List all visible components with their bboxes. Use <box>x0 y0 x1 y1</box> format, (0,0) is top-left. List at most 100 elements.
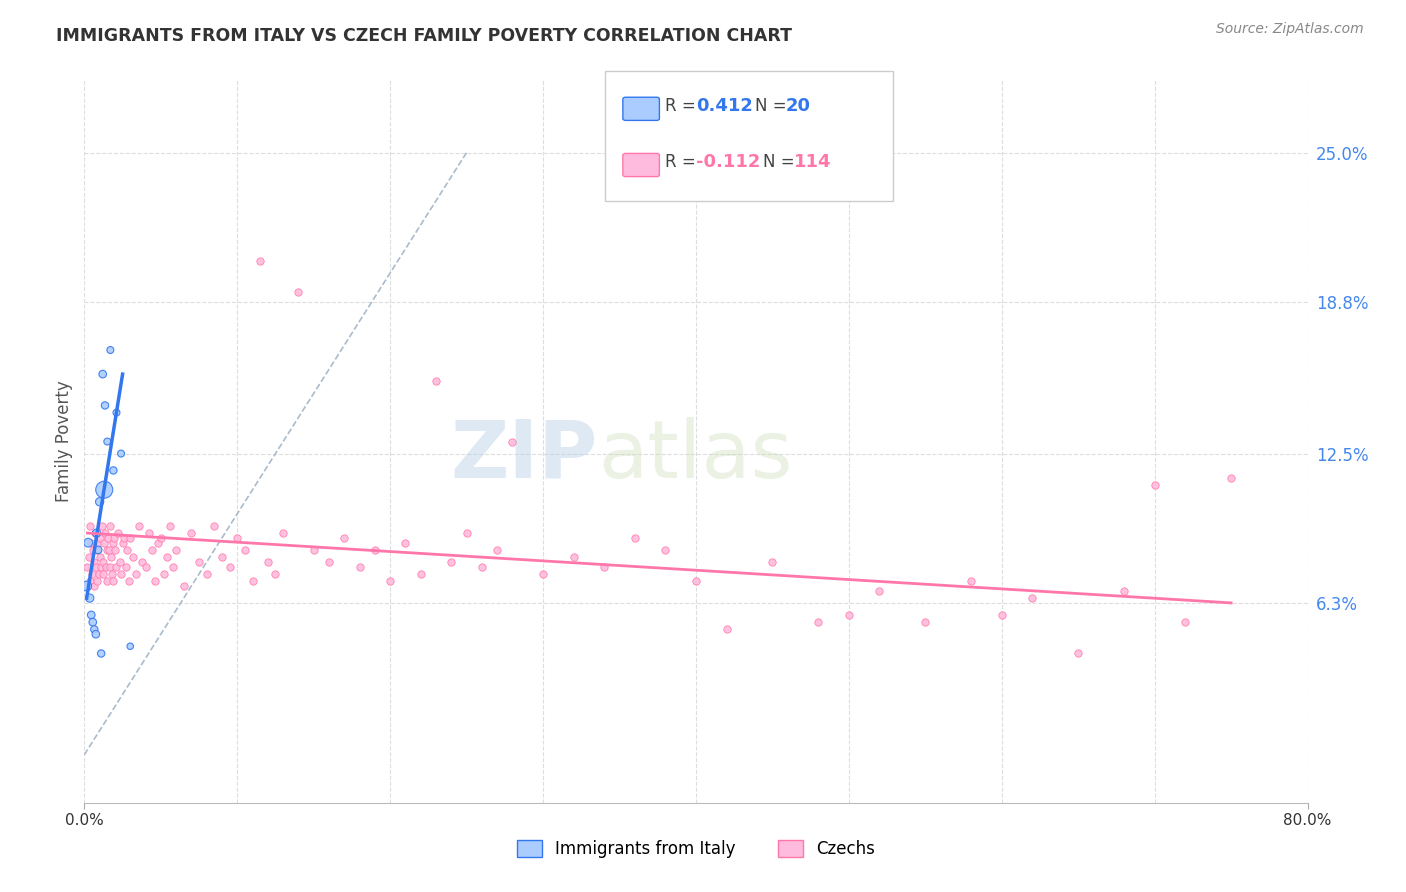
Point <box>115 542 138 557</box>
Point <box>188 555 211 569</box>
Point <box>94 559 117 574</box>
Point <box>87 567 110 582</box>
Point <box>82 542 104 557</box>
Point <box>364 542 387 557</box>
Point <box>685 574 707 589</box>
Point <box>531 567 554 582</box>
Point <box>211 550 233 565</box>
Point <box>173 579 195 593</box>
Point <box>93 567 115 582</box>
Point <box>94 398 117 412</box>
Point <box>101 567 124 582</box>
Point <box>103 574 125 589</box>
Point <box>79 591 101 606</box>
Point <box>156 550 179 565</box>
Point <box>131 555 153 569</box>
Point <box>104 542 127 557</box>
Point <box>141 542 163 557</box>
Point <box>960 574 983 589</box>
Point <box>83 555 105 569</box>
Point <box>77 550 100 565</box>
Y-axis label: Family Poverty: Family Poverty <box>55 381 73 502</box>
Point <box>84 627 107 641</box>
Point <box>1143 478 1166 492</box>
Point <box>165 542 187 557</box>
Point <box>471 559 494 574</box>
Point <box>111 535 134 549</box>
Point <box>107 526 129 541</box>
Point <box>991 607 1014 622</box>
Point <box>98 559 121 574</box>
Legend: Immigrants from Italy, Czechs: Immigrants from Italy, Czechs <box>509 832 883 867</box>
Point <box>114 559 136 574</box>
Point <box>100 550 122 565</box>
Point <box>716 623 738 637</box>
Text: IMMIGRANTS FROM ITALY VS CZECH FAMILY POVERTY CORRELATION CHART: IMMIGRANTS FROM ITALY VS CZECH FAMILY PO… <box>56 27 792 45</box>
Point <box>1220 471 1243 485</box>
Point <box>914 615 936 630</box>
Point <box>91 518 114 533</box>
Text: 0.412: 0.412 <box>696 97 752 115</box>
Point <box>562 550 585 565</box>
Point <box>149 531 172 545</box>
Point <box>89 531 111 545</box>
Point <box>110 446 132 460</box>
Point <box>135 559 157 574</box>
Point <box>89 550 111 565</box>
Text: N =: N = <box>755 97 792 115</box>
Point <box>593 559 616 574</box>
Point <box>502 434 524 449</box>
Point <box>112 531 135 545</box>
Text: 114: 114 <box>794 153 832 171</box>
Point <box>287 285 309 300</box>
Point <box>143 574 166 589</box>
Point <box>103 463 125 477</box>
Point <box>838 607 860 622</box>
Point <box>79 574 101 589</box>
Point <box>79 518 101 533</box>
Point <box>84 526 107 541</box>
Point <box>108 555 131 569</box>
Point <box>87 542 110 557</box>
Point <box>80 567 103 582</box>
Point <box>1114 583 1136 598</box>
Point <box>94 526 117 541</box>
Point <box>101 535 124 549</box>
Point <box>118 574 141 589</box>
Point <box>91 555 114 569</box>
Point <box>409 567 432 582</box>
Point <box>128 518 150 533</box>
Point <box>80 535 103 549</box>
Point <box>146 535 169 549</box>
Point <box>1174 615 1197 630</box>
Point <box>349 559 371 574</box>
Text: R =: R = <box>665 97 702 115</box>
Point <box>486 542 509 557</box>
Point <box>96 542 118 557</box>
Point <box>195 567 218 582</box>
Point <box>96 434 118 449</box>
Point <box>153 567 176 582</box>
Point <box>105 559 128 574</box>
Point <box>86 526 108 541</box>
Point <box>103 531 125 545</box>
Point <box>120 531 142 545</box>
Point <box>159 518 181 533</box>
Point <box>318 555 340 569</box>
Point <box>380 574 402 589</box>
Point <box>180 526 202 541</box>
Point <box>110 567 132 582</box>
Point <box>226 531 249 545</box>
Point <box>125 567 148 582</box>
Point <box>87 535 110 549</box>
Point <box>120 639 142 653</box>
Text: 20: 20 <box>786 97 811 115</box>
Point <box>122 550 145 565</box>
Point <box>93 483 115 497</box>
Point <box>98 343 121 357</box>
Text: R =: R = <box>665 153 702 171</box>
Point <box>271 526 294 541</box>
Point <box>302 542 325 557</box>
Point <box>202 518 225 533</box>
Point <box>249 253 271 268</box>
